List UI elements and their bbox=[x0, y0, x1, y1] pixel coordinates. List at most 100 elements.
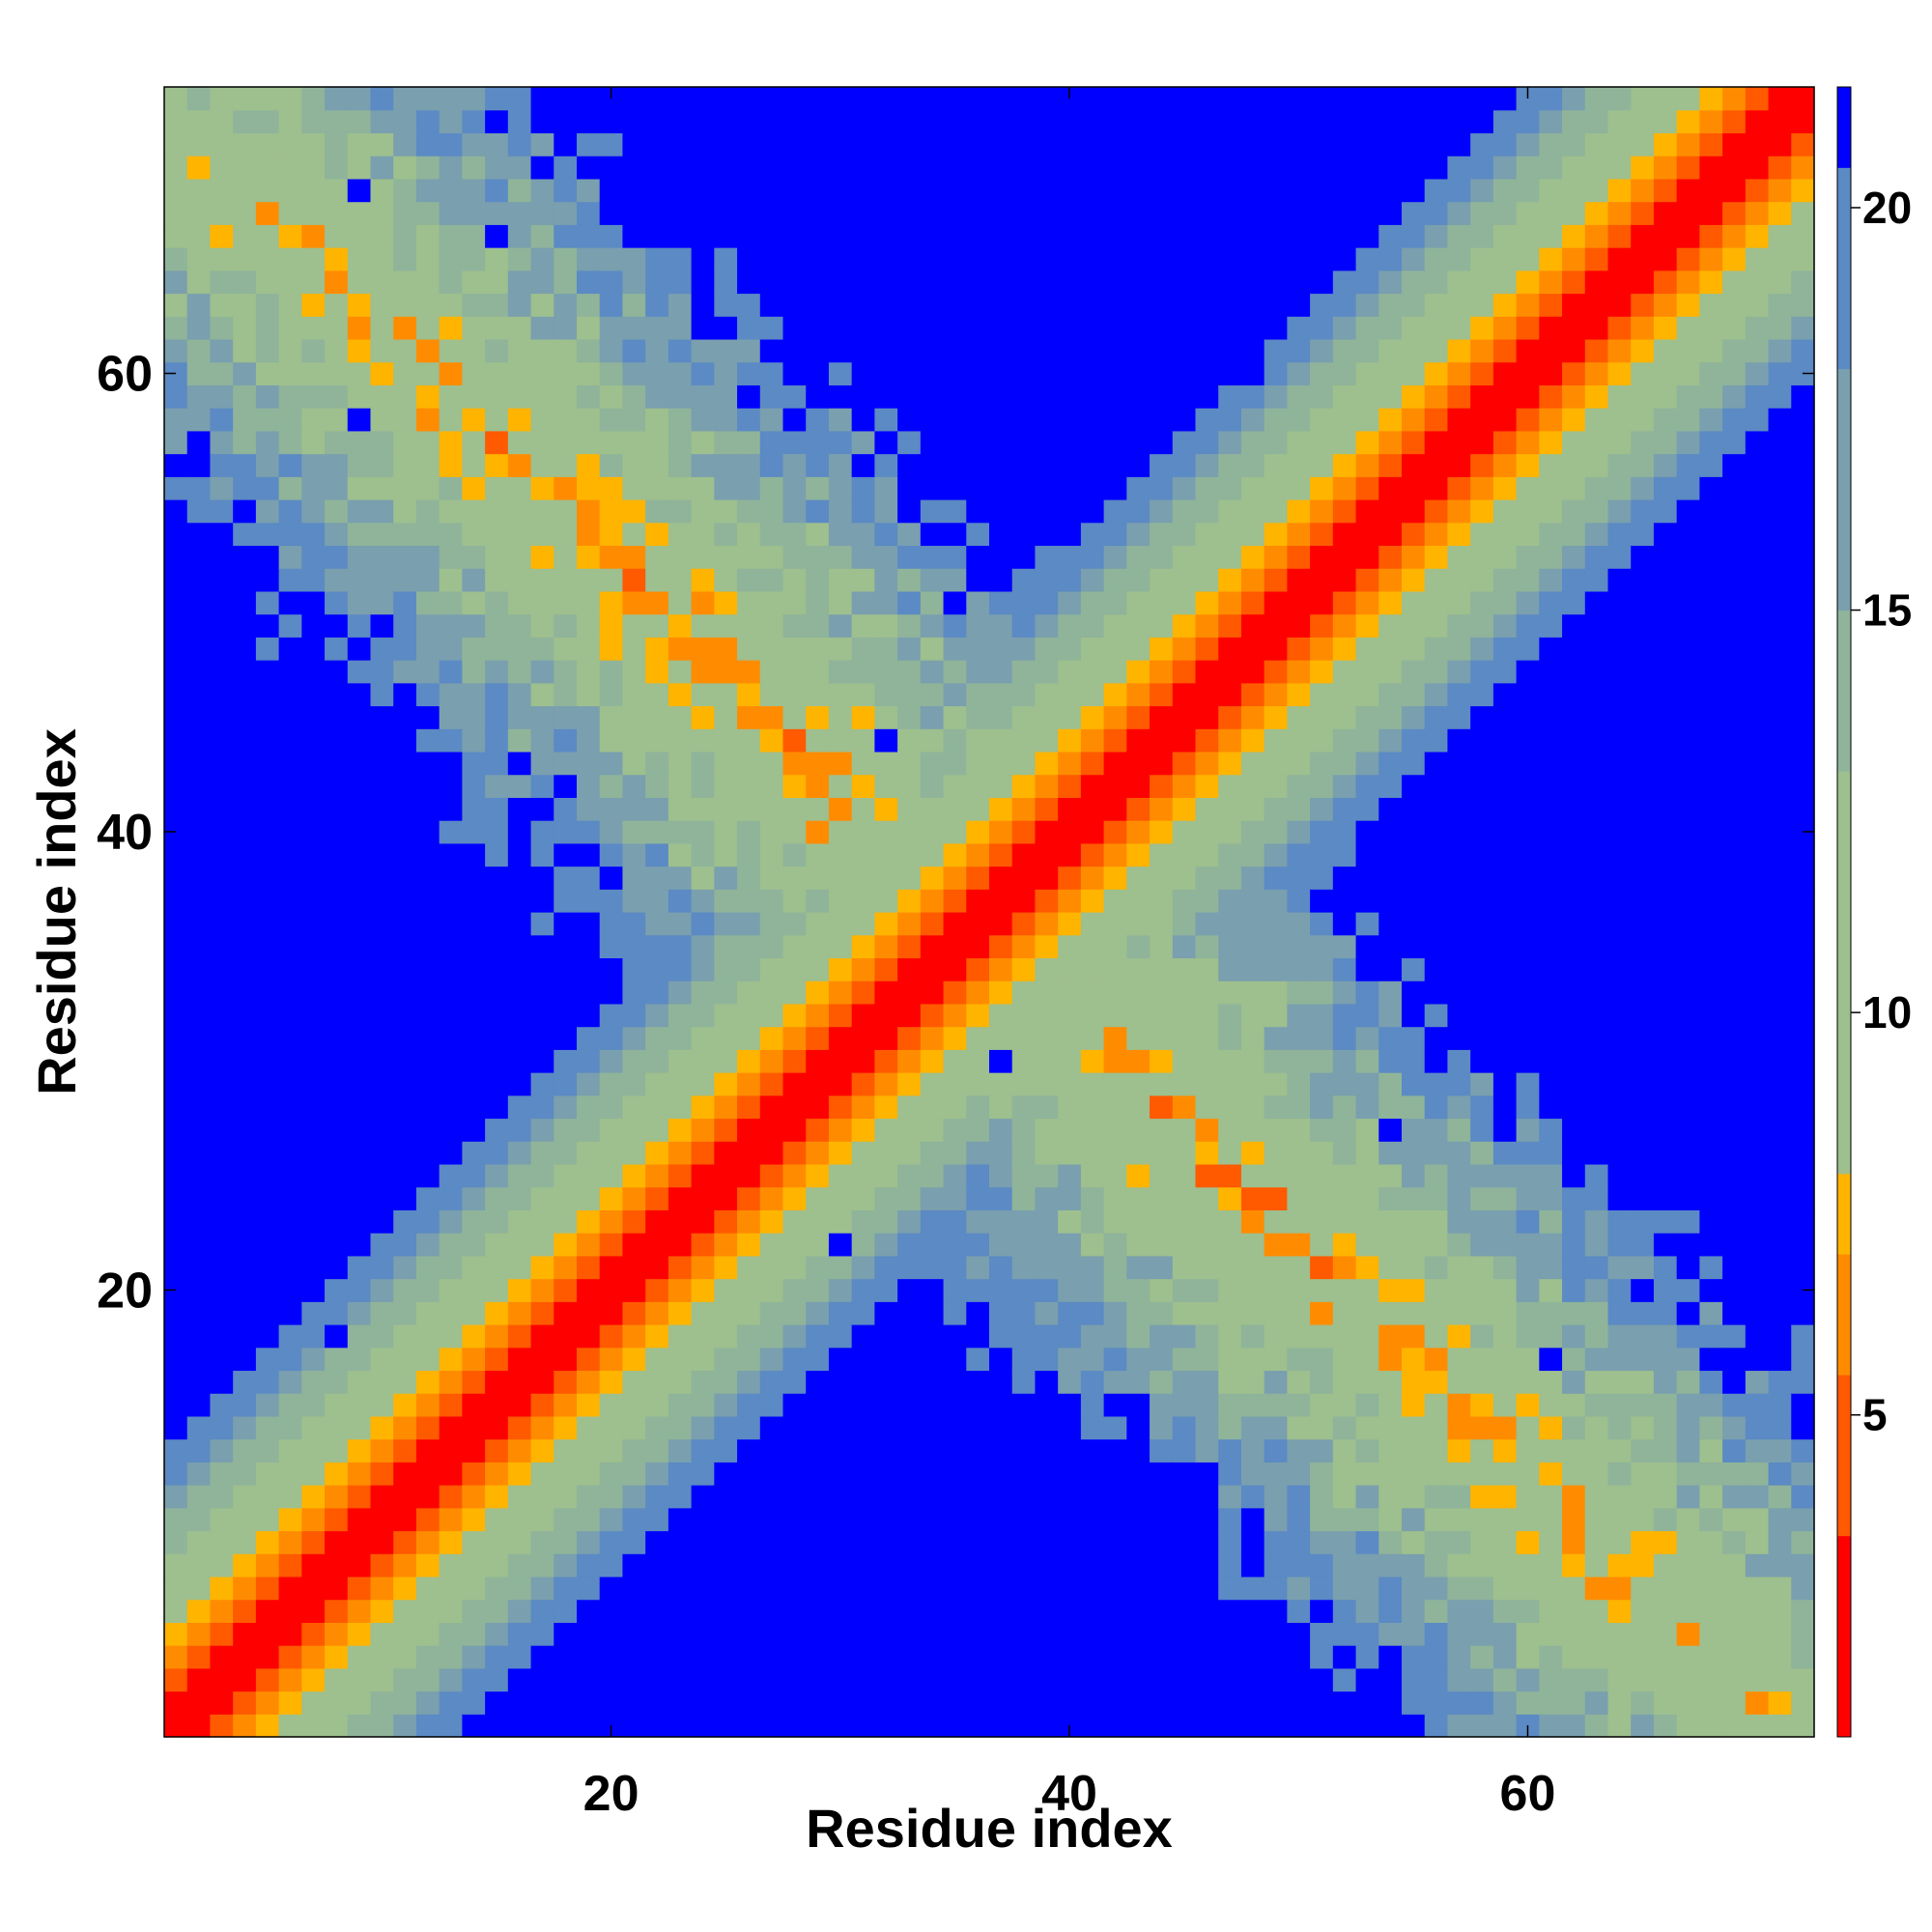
heatmap-cell bbox=[1745, 1347, 1770, 1372]
heatmap-cell bbox=[645, 1530, 669, 1554]
heatmap-cell bbox=[1126, 912, 1151, 936]
heatmap-cell bbox=[1745, 1690, 1770, 1715]
heatmap-cell bbox=[210, 751, 234, 776]
heatmap-cell bbox=[714, 889, 738, 913]
heatmap-cell bbox=[1745, 1233, 1770, 1257]
heatmap-cell bbox=[1126, 1324, 1151, 1349]
heatmap-cell bbox=[1287, 1438, 1311, 1463]
heatmap-cell bbox=[1722, 797, 1747, 821]
heatmap-cell bbox=[1631, 1645, 1655, 1669]
heatmap-cell bbox=[1240, 1370, 1265, 1394]
heatmap-cell bbox=[439, 316, 463, 340]
heatmap-cell bbox=[1240, 1415, 1265, 1440]
heatmap-cell bbox=[645, 1003, 669, 1028]
heatmap-cell bbox=[874, 1255, 898, 1280]
heatmap-cell bbox=[415, 453, 440, 477]
heatmap-cell bbox=[577, 109, 601, 134]
heatmap-cell bbox=[1058, 1163, 1082, 1188]
heatmap-cell bbox=[897, 660, 922, 684]
heatmap-cell bbox=[415, 1049, 440, 1073]
heatmap-cell bbox=[278, 109, 302, 134]
heatmap-cell bbox=[1584, 361, 1609, 385]
heatmap-cell bbox=[989, 338, 1013, 363]
heatmap-cell bbox=[622, 1530, 646, 1554]
heatmap-cell bbox=[255, 1163, 280, 1188]
heatmap-cell bbox=[554, 384, 578, 409]
heatmap-cell bbox=[186, 728, 212, 753]
heatmap-cell bbox=[874, 132, 898, 156]
heatmap-cell bbox=[485, 1094, 509, 1120]
heatmap-cell bbox=[1080, 660, 1105, 684]
heatmap-cell bbox=[1584, 109, 1609, 134]
heatmap-cell bbox=[691, 1530, 715, 1554]
heatmap-cell bbox=[1264, 613, 1288, 638]
heatmap-cell bbox=[1058, 660, 1082, 684]
heatmap-cell bbox=[415, 384, 440, 409]
heatmap-cell bbox=[325, 384, 349, 409]
heatmap-cell bbox=[1103, 1324, 1127, 1349]
heatmap-cell bbox=[1195, 1576, 1219, 1601]
heatmap-cell bbox=[806, 1622, 830, 1646]
heatmap-cell bbox=[1172, 1462, 1197, 1486]
heatmap-cell bbox=[874, 1141, 898, 1165]
heatmap-cell bbox=[828, 728, 853, 753]
heatmap-cell bbox=[370, 1438, 394, 1463]
heatmap-cell bbox=[1126, 1393, 1151, 1417]
heatmap-cell bbox=[943, 1233, 967, 1257]
heatmap-cell bbox=[1195, 889, 1219, 913]
heatmap-cell bbox=[737, 1003, 761, 1028]
heatmap-cell bbox=[1676, 1141, 1700, 1165]
heatmap-cell bbox=[1195, 1690, 1219, 1715]
heatmap-cell bbox=[1287, 1324, 1311, 1349]
heatmap-cell bbox=[301, 1255, 326, 1280]
heatmap-cell bbox=[278, 338, 302, 363]
heatmap-cell bbox=[1516, 1622, 1540, 1646]
heatmap-cell bbox=[1516, 1049, 1540, 1073]
heatmap-cell bbox=[828, 590, 853, 615]
heatmap-cell bbox=[1539, 820, 1563, 844]
heatmap-cell bbox=[737, 408, 761, 432]
heatmap-cell bbox=[462, 1485, 486, 1509]
heatmap-cell bbox=[668, 957, 693, 981]
heatmap-cell bbox=[714, 842, 738, 867]
heatmap-cell bbox=[507, 1370, 532, 1394]
heatmap-cell bbox=[1562, 1645, 1586, 1669]
heatmap-cell bbox=[1332, 866, 1357, 890]
heatmap-cell bbox=[1676, 156, 1700, 180]
heatmap-cell bbox=[507, 132, 532, 156]
heatmap-cell bbox=[714, 1530, 738, 1554]
heatmap-cell bbox=[485, 132, 509, 156]
heatmap-cell bbox=[1035, 1462, 1059, 1486]
heatmap-cell bbox=[874, 1163, 898, 1188]
heatmap-cell bbox=[668, 499, 693, 524]
heatmap-cell bbox=[989, 430, 1013, 455]
heatmap-cell bbox=[1150, 430, 1174, 455]
heatmap-cell bbox=[1653, 774, 1678, 798]
heatmap-cell bbox=[233, 522, 257, 547]
heatmap-cell bbox=[1058, 1507, 1082, 1532]
heatmap-cell bbox=[301, 1301, 326, 1325]
heatmap-cell bbox=[1722, 1324, 1747, 1349]
heatmap-cell bbox=[347, 1163, 372, 1188]
heatmap-cell bbox=[1676, 1553, 1700, 1577]
heatmap-cell bbox=[1722, 1370, 1747, 1394]
heatmap-cell bbox=[759, 980, 784, 1005]
heatmap-cell bbox=[966, 1301, 990, 1325]
heatmap-cell bbox=[1195, 751, 1219, 776]
heatmap-cell bbox=[530, 1118, 554, 1142]
heatmap-cell bbox=[622, 1003, 646, 1028]
heatmap-cell bbox=[1378, 1209, 1403, 1234]
heatmap-cell bbox=[691, 522, 715, 547]
heatmap-cell bbox=[1126, 545, 1151, 569]
heatmap-cell bbox=[1011, 934, 1037, 959]
heatmap-cell bbox=[1699, 866, 1723, 890]
heatmap-cell bbox=[577, 1553, 601, 1577]
heatmap-cell bbox=[186, 1462, 212, 1486]
heatmap-cell bbox=[1631, 957, 1655, 981]
heatmap-cell bbox=[806, 1072, 830, 1096]
heatmap-cell bbox=[989, 1141, 1013, 1165]
heatmap-cell bbox=[507, 1278, 532, 1302]
heatmap-cell bbox=[714, 87, 738, 111]
heatmap-cell bbox=[1310, 660, 1334, 684]
heatmap-cell bbox=[485, 1026, 509, 1050]
